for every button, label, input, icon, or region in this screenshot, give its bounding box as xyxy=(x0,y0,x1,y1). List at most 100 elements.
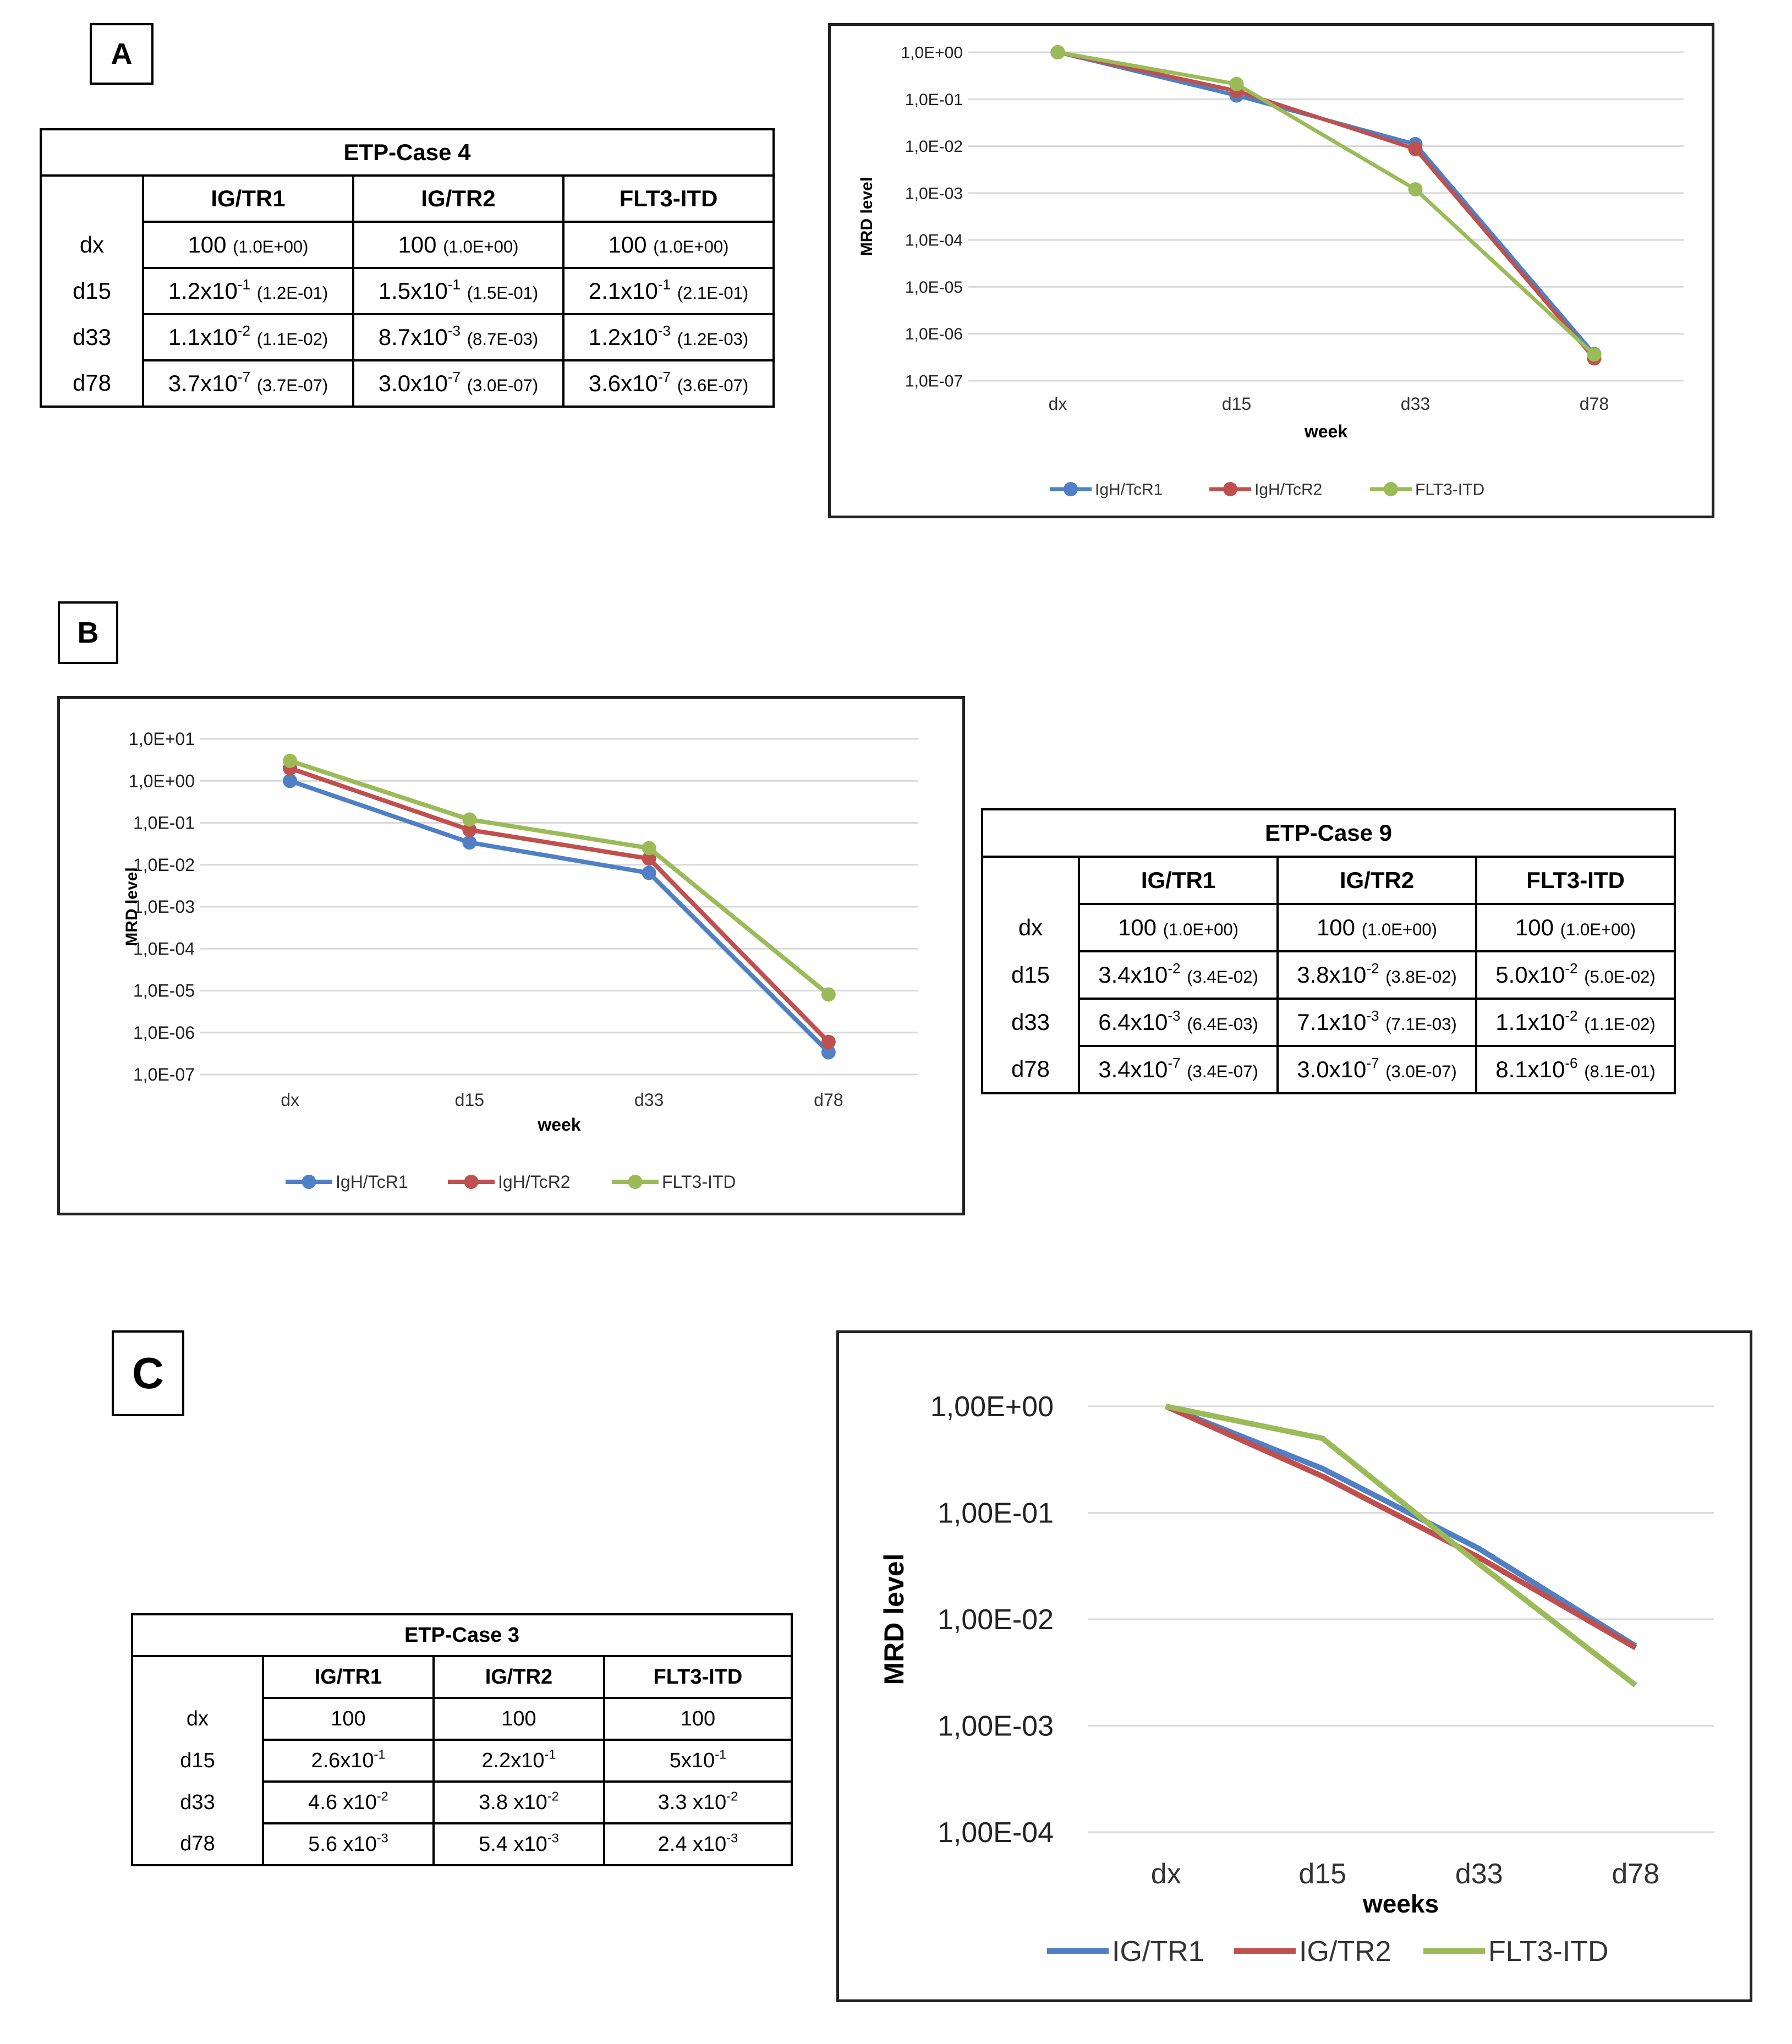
cell-value: 3.4x10 xyxy=(1098,962,1168,988)
cell-value: 1.2x10 xyxy=(168,278,238,304)
legend-label: FLT3-ITD xyxy=(1488,1936,1609,1968)
table-cell: 2.4 x10-3 xyxy=(602,1822,793,1866)
cell-scientific: (7.1E-03) xyxy=(1385,1015,1457,1034)
cell-scientific: (3.8E-02) xyxy=(1385,967,1457,987)
chart-c-plot: 1,00E-04 1,00E-03 1,00E-02 1,00E-01 1,00E+00… xyxy=(879,1391,1714,1968)
table-cell: 2.2x10-1 xyxy=(432,1739,605,1783)
x-tick-label: d15 xyxy=(1222,394,1251,414)
series-line-igh-tcr2 xyxy=(1057,50,1596,360)
table-cell: 100 (1.0E+00) xyxy=(1276,903,1477,952)
col-header-ig-tr2: IG/TR2 xyxy=(352,174,565,223)
data-point xyxy=(462,823,477,837)
cell-scientific: (1.2E-03) xyxy=(677,330,749,349)
data-point xyxy=(1587,347,1602,362)
cell-scientific: (3.0E-07) xyxy=(1385,1062,1457,1081)
data-point xyxy=(821,1034,836,1049)
cell-exponent: -7 xyxy=(237,369,251,386)
cell-value: 3.4x10 xyxy=(1098,1056,1168,1082)
y-tick-label: 1,0E-07 xyxy=(905,372,963,391)
data-point xyxy=(642,841,656,856)
x-tick-label: d15 xyxy=(455,1090,484,1110)
cell-value: 1.1x10 xyxy=(1495,1009,1565,1035)
y-axis-title: MRD level xyxy=(858,177,876,256)
table-cell: 100 (1.0E+00) xyxy=(562,221,775,269)
chart-a: 1,0E-07 1,0E-06 1,0E-05 1,0E-04 1,0E-03 1,0E-… xyxy=(828,23,1714,518)
cell-exponent: -1 xyxy=(447,276,461,293)
chart-a-plot: 1,0E-07 1,0E-06 1,0E-05 1,0E-04 1,0E-03 1,0E-… xyxy=(858,44,1684,499)
y-tick-label: 1,0E-03 xyxy=(905,184,963,202)
cell-exponent: -2 xyxy=(1366,960,1379,977)
cell-value: 8.1x10 xyxy=(1495,1056,1565,1082)
legend-marker xyxy=(1384,482,1398,496)
y-tick-label: 1,0E-04 xyxy=(133,939,195,958)
x-axis-title: week xyxy=(537,1115,580,1135)
table-row: d15 3.4x10-2 (3.4E-02) 3.8x10-2 (3.8E-02) 5… xyxy=(981,950,1676,1000)
cell-scientific: (2.1E-01) xyxy=(677,283,749,303)
x-tick-label: d33 xyxy=(1401,394,1430,414)
col-header-ig-tr2: IG/TR2 xyxy=(1276,856,1477,905)
cell-scientific: (3.4E-02) xyxy=(1187,967,1258,987)
row-label: dx xyxy=(981,904,1080,951)
legend-label: IG/TR1 xyxy=(1112,1936,1204,1968)
x-axis-title: weeks xyxy=(1362,1889,1439,1918)
panel-label-c: C xyxy=(112,1330,184,1416)
data-point xyxy=(462,835,477,850)
cell-exponent: -2 xyxy=(547,1789,559,1804)
cell-exponent: -3 xyxy=(726,1831,738,1845)
cell-scientific: (1.0E+00) xyxy=(233,237,309,256)
table-cell: 8.7x10-3 (8.7E-03) xyxy=(352,313,565,361)
table-row: d78 3.4x10-7 (3.4E-07) 3.0x10-7 (3.0E-07) 8… xyxy=(981,1045,1676,1094)
row-label: dx xyxy=(40,222,144,268)
data-point xyxy=(1408,182,1423,197)
cell-scientific: (1.0E+00) xyxy=(1163,920,1239,939)
table-cell: 3.8 x10-2 xyxy=(432,1780,605,1824)
y-tick-label: 1,00E-04 xyxy=(938,1817,1054,1849)
col-header-ig-tr1: IG/TR1 xyxy=(1078,856,1279,905)
x-tick-label: d33 xyxy=(634,1090,664,1110)
y-tick-label: 1,0E+01 xyxy=(129,729,195,749)
cell-value: 3.3 x10 xyxy=(657,1790,727,1814)
data-point xyxy=(821,1045,836,1060)
series-line-flt3-itd xyxy=(1165,1404,1637,1687)
y-tick-label: 1,00E-01 xyxy=(938,1498,1054,1530)
cell-scientific: (5.0E-02) xyxy=(1584,967,1656,987)
data-point xyxy=(1229,76,1244,91)
table-cell: 100 xyxy=(602,1697,793,1741)
cell-scientific: (6.4E-03) xyxy=(1187,1015,1258,1034)
cell-value: 100 xyxy=(1515,914,1554,940)
table-title: ETP-Case 3 xyxy=(131,1613,793,1657)
table-row: dx 100 (1.0E+00) 100 (1.0E+00) 100 (1.0E+00… xyxy=(40,221,775,269)
cell-value: 1.2x10 xyxy=(588,324,658,350)
etp-case-4-table: ETP-Case 4 IG/TR1 IG/TR2 FLT3-ITD dx 100 … xyxy=(40,128,775,408)
cell-exponent: -2 xyxy=(237,322,251,339)
cell-value: 100 xyxy=(331,1707,366,1730)
table-cell: 1.2x10-3 (1.2E-03) xyxy=(562,313,775,361)
col-header-ig-tr1: IG/TR1 xyxy=(142,174,354,223)
cell-scientific: (1.0E+00) xyxy=(1560,920,1636,939)
col-header-flt3-itd: FLT3-ITD xyxy=(1475,856,1676,905)
table-row: d78 5.6 x10-3 5.4 x10-3 2.4 x10-3 xyxy=(131,1822,793,1866)
etp-case-3-table: ETP-Case 3 IG/TR1 IG/TR2 FLT3-ITD dx 100 1… xyxy=(131,1613,793,1866)
y-tick-label: 1,0E-02 xyxy=(133,855,195,875)
table-cell: 4.6 x10-2 xyxy=(262,1780,435,1824)
row-label: d15 xyxy=(40,268,144,314)
table-cell: 3.4x10-7 (3.4E-07) xyxy=(1078,1045,1279,1094)
data-point xyxy=(283,753,298,768)
cell-scientific: (1.5E-01) xyxy=(467,283,539,303)
cell-value: 2.4 x10 xyxy=(657,1832,727,1856)
legend-marker xyxy=(628,1175,643,1189)
y-tick-label: 1,0E-03 xyxy=(133,897,195,917)
series-line-igh-tcr2 xyxy=(289,766,830,1044)
cell-exponent: -2 xyxy=(1168,960,1181,977)
col-header-flt3-itd: FLT3-ITD xyxy=(602,1655,793,1699)
cell-value: 100 xyxy=(1316,914,1356,940)
cell-exponent: -3 xyxy=(1168,1007,1181,1024)
row-label: dx xyxy=(131,1698,264,1740)
y-tick-label: 1,0E-06 xyxy=(133,1023,195,1043)
data-point xyxy=(821,987,836,1002)
x-tick-label: dx xyxy=(1151,1858,1181,1890)
table-row: d78 3.7x10-7 (3.7E-07) 3.0x10-7 (3.0E-07) 3… xyxy=(40,359,775,408)
chart-b: 1,0E-07 1,0E-06 1,0E-05 1,0E-04 1,0E-03 1,0E-… xyxy=(57,696,965,1215)
panel-label-b: B xyxy=(58,601,118,664)
cell-value: 100 xyxy=(680,1707,716,1730)
